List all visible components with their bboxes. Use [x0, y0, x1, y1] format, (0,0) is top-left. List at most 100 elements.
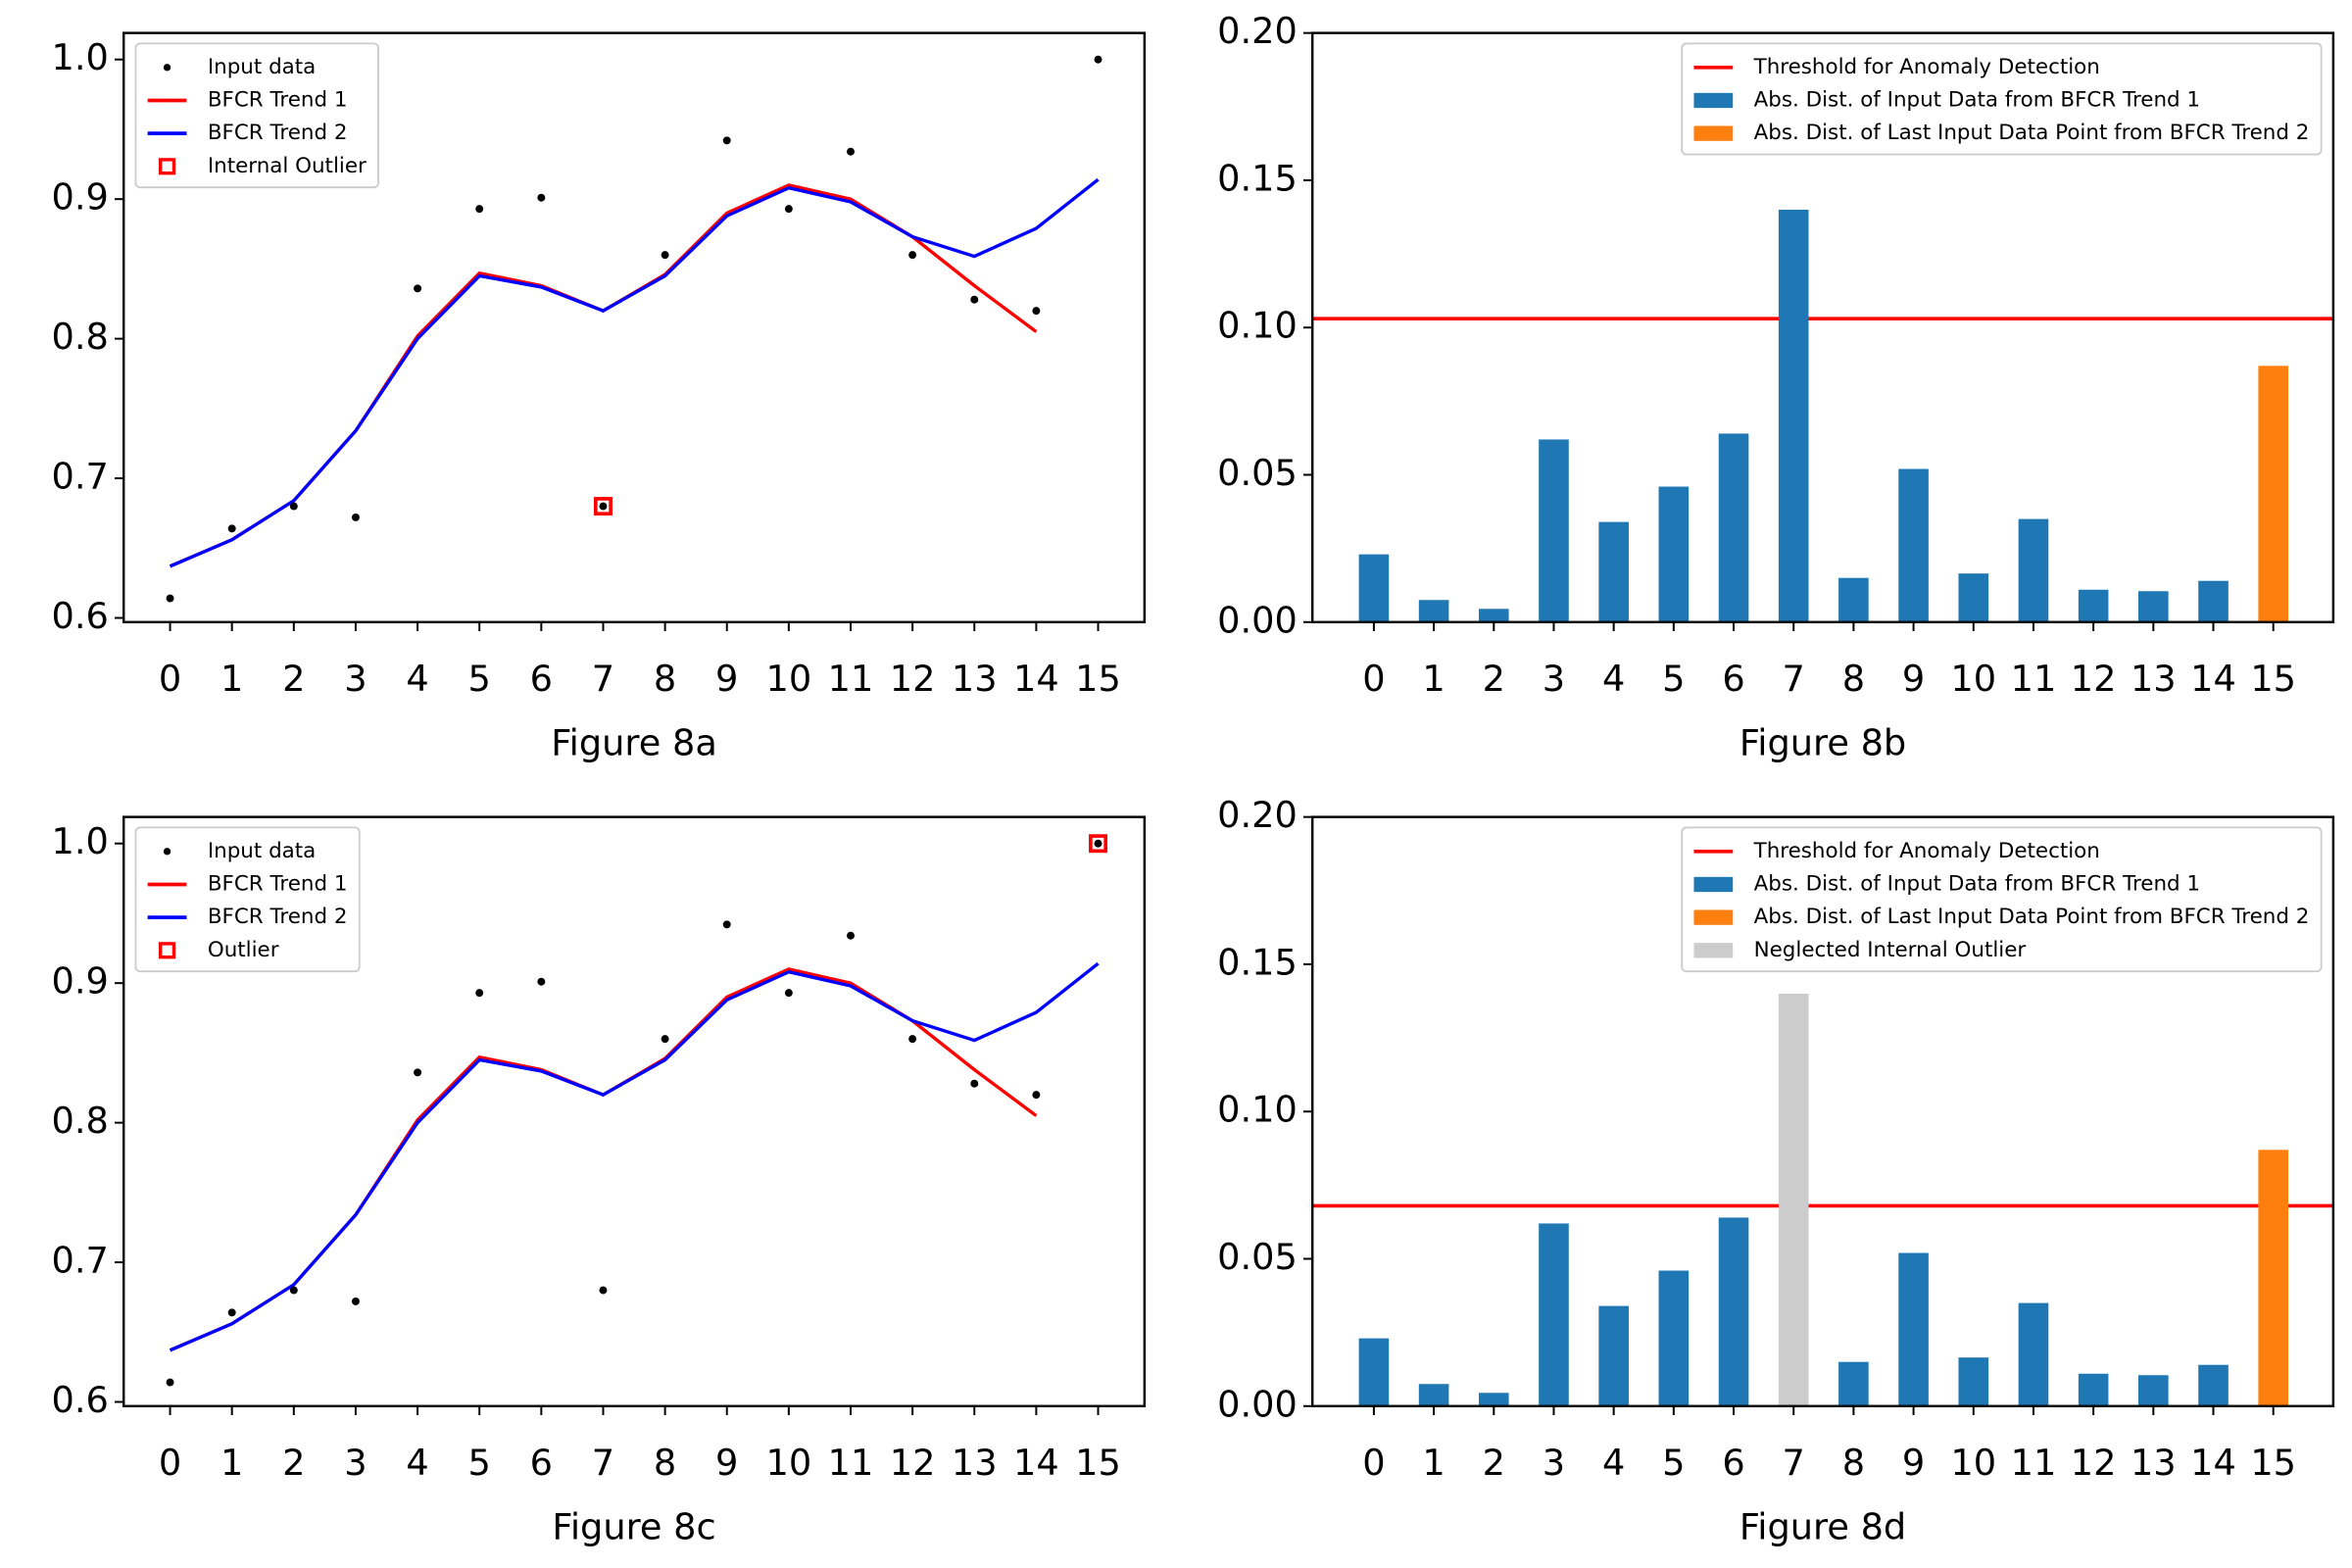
legend-patch: [1693, 92, 1734, 109]
x-tick-label: 14: [1013, 1442, 1059, 1484]
outlier-marker: [1089, 834, 1108, 854]
x-tick-label: 1: [1422, 1442, 1445, 1484]
x-tick-label: 9: [715, 658, 738, 700]
x-tick-label: 8: [1842, 1442, 1865, 1484]
x-tick-label: 4: [406, 658, 428, 700]
x-tick-label: 2: [282, 1442, 305, 1484]
x-tick-label: 7: [592, 658, 614, 700]
x-tick-label: 7: [1783, 658, 1805, 700]
x-tick-label: 15: [1075, 1442, 1121, 1484]
x-tick-label: 2: [1483, 658, 1505, 700]
data-point: [847, 931, 855, 940]
data-point: [414, 1068, 422, 1077]
bar: [2198, 580, 2229, 622]
bar: [1718, 433, 1749, 622]
bar: [1958, 573, 1989, 622]
x-tick-label: 5: [468, 1442, 491, 1484]
x-tick-label: 8: [654, 658, 676, 700]
legend-patch: [1693, 876, 1734, 893]
x-axis-label: Figure 8a: [551, 722, 717, 764]
y-tick-label: 0.9: [52, 960, 109, 1003]
legend-box: [1681, 826, 2323, 973]
chart-panel: 0.000.050.100.150.200 1 2 3 4 5 6 7 8 9 10 11 12 13 14…: [1217, 794, 2335, 1548]
x-tick-label: 3: [1543, 658, 1565, 700]
data-point: [166, 1378, 174, 1387]
legend-key: [163, 848, 172, 856]
legend-box: [134, 42, 379, 189]
legend-label: Abs. Dist. of Last Input Data Point from…: [1754, 905, 2310, 929]
data-point: [227, 1308, 236, 1317]
legend-box: [1681, 42, 2323, 156]
legend-label: Neglected Internal Outlier: [1754, 938, 2027, 962]
bar: [1958, 1357, 1989, 1406]
bar: [1539, 1223, 1569, 1406]
x-tick-label: 6: [1722, 1442, 1744, 1484]
x-tick-label: 11: [2011, 658, 2057, 700]
data-point: [784, 205, 793, 214]
plot-area: [166, 55, 1102, 603]
data-point: [599, 502, 608, 511]
y-tick-label: 1.0: [52, 820, 109, 862]
x-tick-label: 5: [1662, 658, 1685, 700]
x-tick-label: 14: [2190, 658, 2236, 700]
y-tick-label: 0.20: [1217, 794, 1298, 836]
bar: [1418, 600, 1449, 622]
chart-panel: 0.000.050.100.150.200 1 2 3 4 5 6 7 8 9 10 11 12 13 14…: [1217, 10, 2335, 764]
bar: [2258, 366, 2288, 622]
x-tick-label: 4: [406, 1442, 428, 1484]
data-point: [289, 502, 298, 511]
bar: [1718, 1217, 1749, 1406]
data-point: [784, 989, 793, 998]
data-point: [166, 594, 174, 603]
bar: [2018, 1302, 2049, 1406]
data-point: [722, 920, 731, 929]
y-tick-label: 0.6: [52, 595, 109, 637]
chart-panel: 0.60.70.80.91.00 1 2 3 4 5 6 7 8 9 10 11 12 13 14 15Fig…: [52, 31, 1147, 764]
data-point: [1032, 1091, 1041, 1100]
x-tick-label: 6: [1722, 658, 1744, 700]
x-tick-label: 15: [2250, 1442, 2296, 1484]
legend-label: BFCR Trend 2: [208, 121, 348, 145]
x-tick-label: 8: [1842, 658, 1865, 700]
x-tick-label: 3: [344, 1442, 367, 1484]
legend: Input data BFCR Trend 1 BFCR Trend 2 Outlie…: [134, 826, 361, 973]
bar: [2078, 1373, 2109, 1406]
trend-line: [169, 177, 1100, 568]
data-point: [970, 1079, 979, 1088]
x-tick-label: 7: [592, 1442, 614, 1484]
x-tick-label: 1: [220, 658, 243, 700]
outlier-marker: [593, 497, 612, 516]
legend: Threshold for Anomaly Detection Abs. Dist…: [1681, 826, 2323, 973]
axes-frame: [122, 815, 1147, 1408]
y-tick-label: 0.7: [52, 456, 109, 498]
bar: [1598, 1305, 1629, 1406]
data-point: [475, 989, 484, 998]
bar: [2138, 1375, 2169, 1406]
legend-box: [134, 826, 361, 973]
x-tick-label: 6: [530, 1442, 553, 1484]
trend-line: [169, 961, 1100, 1352]
plot-area: [1312, 993, 2333, 1406]
x-axis-label: Figure 8b: [1740, 722, 1906, 764]
y-tick-label: 0.10: [1217, 1089, 1298, 1131]
x-tick-label: 8: [654, 1442, 676, 1484]
data-point: [1094, 55, 1102, 64]
x-tick-label: 3: [1543, 1442, 1565, 1484]
x-tick-label: 9: [715, 1442, 738, 1484]
y-tick-label: 0.9: [52, 176, 109, 219]
legend-label: Abs. Dist. of Last Input Data Point from…: [1754, 121, 2310, 145]
legend-label: BFCR Trend 2: [208, 905, 348, 929]
bar: [1898, 468, 1929, 622]
legend: Input data BFCR Trend 1 BFCR Trend 2 Intern…: [134, 42, 379, 189]
data-point: [970, 295, 979, 304]
data-point: [661, 1035, 669, 1044]
legend-patch: [1693, 943, 1734, 958]
x-axis-label: Figure 8c: [552, 1506, 715, 1548]
x-tick-label: 14: [2190, 1442, 2236, 1484]
data-point: [661, 251, 669, 260]
legend-key: [1693, 125, 1734, 141]
axes-frame: [1310, 31, 2335, 624]
x-tick-label: 7: [1783, 1442, 1805, 1484]
